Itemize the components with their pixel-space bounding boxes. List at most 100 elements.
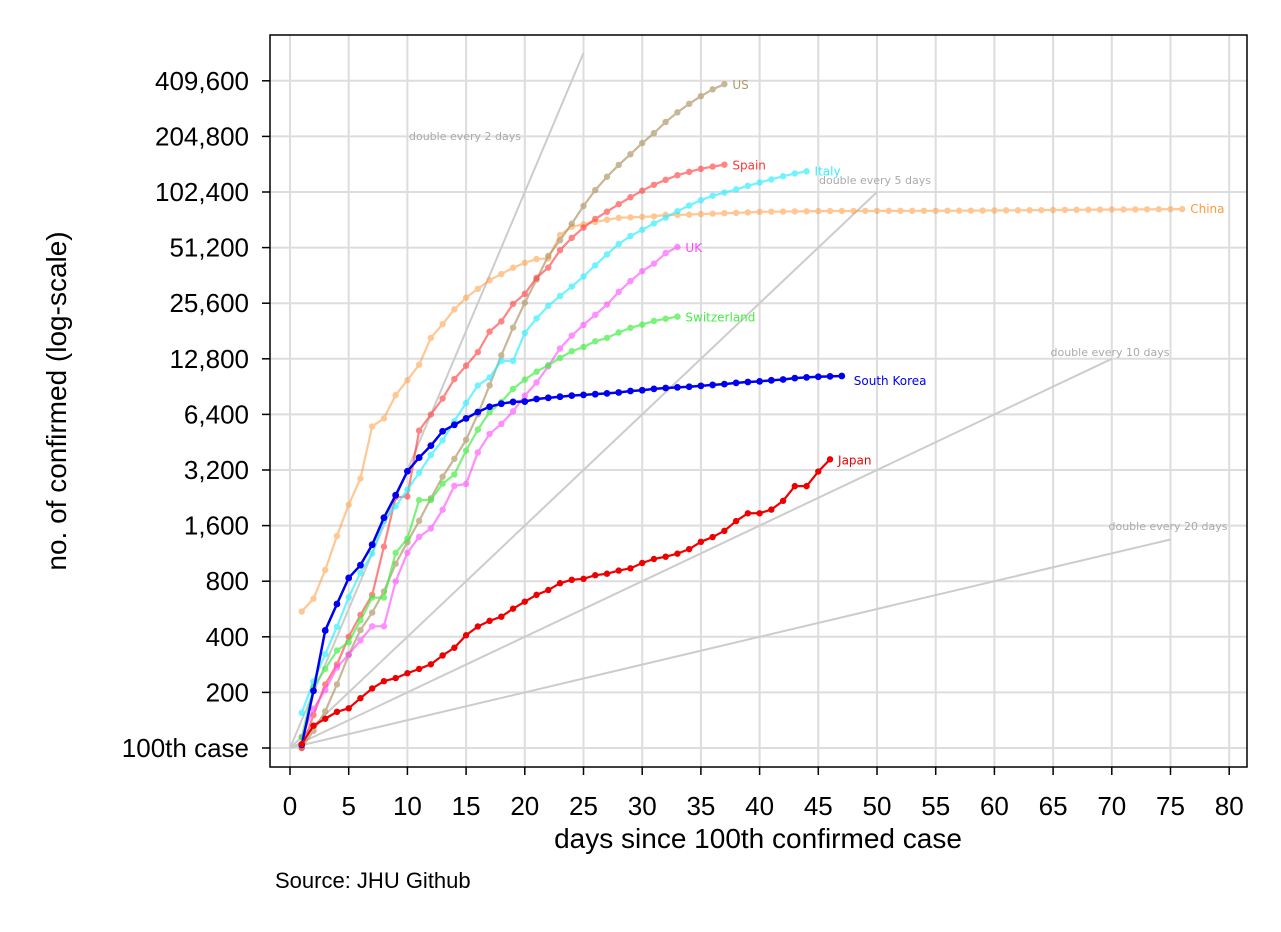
x-tick-label: 70 (1097, 791, 1126, 821)
series-label: South Korea (854, 374, 927, 388)
y-tick-label: 6,400 (184, 399, 249, 429)
series-switzerland (298, 313, 681, 741)
data-point (627, 232, 634, 240)
series-south-korea (298, 372, 846, 749)
data-point (1108, 206, 1116, 213)
data-point (556, 580, 564, 587)
data-point (404, 670, 411, 677)
data-point (415, 454, 423, 461)
y-tick-label: 409,600 (155, 66, 249, 96)
series-line (300, 374, 842, 746)
data-point (486, 403, 493, 411)
data-point (322, 686, 329, 694)
data-point (321, 627, 329, 634)
data-point (368, 685, 376, 692)
data-point (404, 493, 411, 500)
data-point (603, 334, 611, 342)
data-point (568, 220, 575, 227)
data-point (650, 385, 658, 393)
data-point (380, 623, 388, 630)
data-point (721, 80, 728, 88)
data-point (533, 395, 540, 403)
data-point (545, 302, 552, 310)
data-point (427, 411, 435, 418)
data-point (768, 176, 775, 183)
data-point (627, 214, 634, 221)
data-point (451, 471, 458, 478)
y-tick-label: 25,600 (169, 288, 249, 318)
data-point (392, 549, 399, 557)
data-point (439, 437, 446, 444)
reference-line (289, 191, 878, 749)
data-point (333, 532, 341, 540)
data-point (474, 382, 482, 389)
data-point (674, 172, 681, 179)
data-point (486, 328, 493, 335)
data-point (756, 510, 763, 517)
y-tick-label: 204,800 (155, 121, 249, 151)
data-point (427, 525, 435, 532)
data-point (380, 543, 388, 550)
data-point (627, 565, 634, 572)
data-point (497, 400, 505, 408)
data-point (744, 510, 752, 517)
data-point (662, 384, 670, 392)
data-point (756, 377, 763, 385)
data-point (427, 661, 435, 668)
data-point (592, 186, 599, 194)
reference-line-label: double every 10 days (1050, 346, 1169, 359)
data-point (333, 681, 341, 688)
data-point (310, 722, 317, 729)
data-point (592, 262, 599, 269)
data-point (568, 234, 575, 242)
data-point (521, 259, 528, 267)
data-point (509, 605, 517, 612)
data-point (451, 644, 458, 651)
data-point (486, 430, 493, 438)
y-tick-label: 102,400 (155, 177, 249, 207)
data-point (826, 372, 834, 380)
data-point (674, 243, 681, 251)
data-point (462, 632, 470, 639)
x-tick-label: 75 (1156, 791, 1185, 821)
x-tick-label: 45 (804, 791, 833, 821)
data-point (662, 315, 669, 322)
data-point (685, 202, 693, 209)
data-point (791, 374, 799, 382)
data-point (767, 376, 775, 384)
data-point (462, 362, 470, 369)
data-point (345, 651, 352, 658)
data-point (368, 609, 376, 616)
data-point (380, 677, 388, 685)
y-tick-label: 51,200 (169, 233, 249, 263)
data-point (709, 210, 716, 217)
data-point (955, 207, 963, 214)
reference-line (289, 538, 1171, 749)
data-point (509, 385, 517, 393)
data-point (357, 617, 364, 624)
data-point (521, 376, 528, 383)
data-point (322, 566, 329, 574)
data-point (709, 533, 716, 541)
data-point (627, 277, 634, 285)
data-point (638, 386, 646, 394)
data-point (368, 541, 376, 549)
data-point (592, 215, 599, 223)
data-point (650, 129, 658, 137)
data-point (627, 194, 634, 201)
data-point (404, 377, 411, 384)
data-point (498, 352, 505, 359)
data-point (674, 109, 681, 116)
data-point (415, 517, 423, 525)
data-point (462, 447, 470, 454)
data-point (662, 249, 669, 257)
data-point (345, 638, 352, 646)
data-point (498, 318, 505, 325)
data-point (509, 398, 517, 406)
data-point (1120, 206, 1127, 213)
data-point (451, 375, 458, 383)
data-point (721, 527, 728, 535)
data-point (415, 469, 423, 477)
data-point (650, 317, 658, 325)
